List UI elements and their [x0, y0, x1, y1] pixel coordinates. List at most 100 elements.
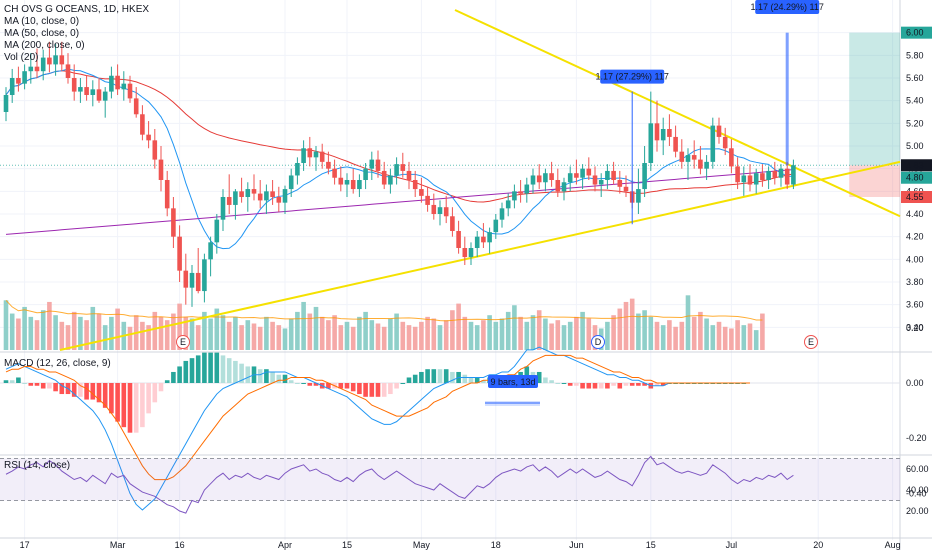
volume-bar — [319, 316, 325, 350]
price-tick-label: 4.40 — [906, 209, 924, 219]
candle-body — [220, 197, 226, 220]
volume-bar — [431, 318, 437, 350]
candle-body — [425, 195, 430, 205]
candle-body — [753, 173, 759, 185]
volume-bar — [450, 310, 455, 350]
volume-bar — [214, 308, 220, 350]
macd-histogram-bar — [617, 383, 623, 389]
macd-signal-line — [5, 354, 750, 481]
macd-histogram-bar — [654, 383, 660, 386]
price-badge-label: 4.80 — [906, 173, 924, 183]
macd-histogram-bar — [567, 383, 573, 386]
candle-body — [394, 164, 399, 176]
macd-histogram-bar — [543, 377, 548, 383]
time-tick-label: May — [413, 540, 431, 550]
macd-histogram-bar — [34, 383, 40, 386]
volume-bar — [567, 321, 573, 350]
volume-bar — [419, 321, 424, 350]
candle-body — [183, 270, 189, 288]
volume-bar — [642, 310, 647, 350]
macd-legend: MACD (12, 26, close, 9) — [4, 358, 111, 370]
rsi-label: RSI (14, close) — [4, 460, 71, 471]
candle-body — [16, 78, 21, 84]
macd-histogram-bar — [195, 355, 201, 383]
volume-bar — [437, 325, 443, 350]
macd-histogram-bar — [462, 374, 468, 383]
macd-histogram-bar — [115, 383, 120, 422]
candle-body — [530, 175, 536, 185]
volume-bar — [233, 316, 238, 350]
candle-body — [226, 197, 232, 205]
candle-body — [623, 186, 629, 192]
macd-histogram-bar — [369, 383, 375, 397]
volume-bar — [536, 310, 542, 350]
candle-body — [251, 189, 257, 194]
candle-body — [127, 83, 133, 99]
volume-bar — [468, 321, 474, 350]
candle-body — [456, 231, 461, 248]
rsi-band — [0, 458, 900, 501]
macd-measure-bg — [488, 375, 538, 388]
macd-histogram-bar — [425, 369, 430, 383]
time-tick-label: 15 — [342, 540, 352, 550]
time-tick-label: 15 — [646, 540, 656, 550]
volume-bar — [40, 310, 46, 350]
volume-bar — [65, 325, 71, 350]
macd-histogram-bar — [71, 383, 77, 397]
event-marker-label: E — [180, 337, 186, 347]
candle-body — [710, 125, 716, 162]
volume-bar — [580, 311, 585, 350]
macd-tick-label: 0.20 — [906, 323, 924, 333]
measure-label-bg-1 — [600, 69, 665, 84]
candle-body — [53, 55, 58, 65]
time-tick-label: Jun — [569, 540, 584, 550]
candle-body — [505, 200, 511, 209]
candle-body — [307, 148, 313, 158]
volume-bar — [704, 318, 709, 350]
macd-histogram-bar — [96, 383, 102, 403]
price-tick-label: 5.60 — [906, 73, 924, 83]
time-tick-label: 18 — [491, 540, 501, 550]
volume-bar — [667, 320, 672, 350]
volume-bar — [307, 313, 313, 350]
volume-bar — [369, 320, 375, 350]
macd-histogram-bar — [307, 383, 313, 386]
volume-bar — [412, 326, 418, 350]
macd-histogram-bar — [127, 383, 133, 433]
volume-bar — [487, 315, 492, 350]
price-tick-label: 5.80 — [906, 50, 924, 60]
price-badge — [901, 191, 932, 203]
price-tick-label: 5.00 — [906, 141, 924, 151]
macd-histogram-bar — [90, 383, 96, 400]
macd-histogram-bar — [257, 369, 263, 383]
volume-bar — [264, 316, 269, 350]
time-tick-label: Apr — [278, 540, 292, 550]
time-tick-label: 20 — [813, 540, 823, 550]
volume-bar — [493, 321, 499, 350]
candle-body — [679, 151, 685, 162]
price-badge-label: 4.55 — [906, 192, 924, 202]
candle-body — [760, 173, 765, 180]
candle-body — [400, 164, 406, 171]
candle-body — [549, 173, 554, 180]
candle-body — [698, 159, 703, 169]
macd-histogram-bar — [270, 371, 275, 383]
volume-bar — [239, 325, 244, 350]
macd-histogram-bar — [59, 383, 65, 395]
macd-histogram-bar — [344, 383, 350, 389]
macd-histogram-bar — [474, 377, 480, 383]
target-zone — [849, 32, 900, 166]
volume-bar — [202, 311, 207, 350]
candle-body — [611, 170, 616, 180]
candle-body — [642, 163, 647, 190]
candle-body — [499, 208, 505, 220]
candle-body — [102, 91, 108, 101]
volume-bar — [753, 330, 759, 350]
candle-body — [96, 89, 102, 101]
macd-histogram-bar — [326, 383, 331, 389]
candle-body — [90, 89, 96, 95]
macd-histogram-bar — [605, 383, 610, 389]
measure-line-2 — [785, 32, 789, 166]
candle-body — [146, 134, 151, 141]
